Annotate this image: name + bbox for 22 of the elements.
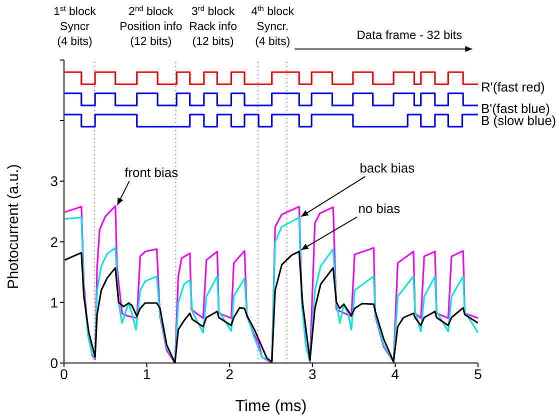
x-tick-label: 0 (60, 366, 68, 382)
x-tick-label: 3 (308, 366, 316, 382)
x-tick-label: 1 (142, 366, 151, 382)
x-axis-title: Time (ms) (235, 398, 307, 415)
text: 2$^{nd}$ block Position info (12 bits) (120, 4, 182, 48)
y-tick-label: 3 (50, 173, 58, 190)
text: 4$^{th}$ block Syncr. (4 bits) (251, 4, 294, 48)
series-label: B'(fast blue) (481, 100, 550, 116)
x-tick-label: 5 (474, 366, 482, 382)
annotation: back bias (360, 160, 416, 176)
y-tick-label: 0 (50, 354, 58, 371)
text: 3$^{rd}$ block Rack info (12 bits) (189, 4, 238, 48)
text: Data frame - 32 bits (356, 28, 462, 42)
y-tick-label: 2 (50, 234, 58, 250)
text: 1$^{st}$ block Syncr (4 bits) (54, 4, 96, 48)
y-axis-title: Photocurrent (a.u.) (5, 164, 22, 290)
x-tick-label: 4 (391, 366, 400, 382)
y-tick-label: 1 (50, 294, 58, 310)
annotation: no bias (358, 200, 401, 216)
annotation: front bias (124, 165, 179, 180)
x-tick-label: 2 (226, 366, 234, 382)
series-label: R'(fast red) (481, 80, 545, 95)
